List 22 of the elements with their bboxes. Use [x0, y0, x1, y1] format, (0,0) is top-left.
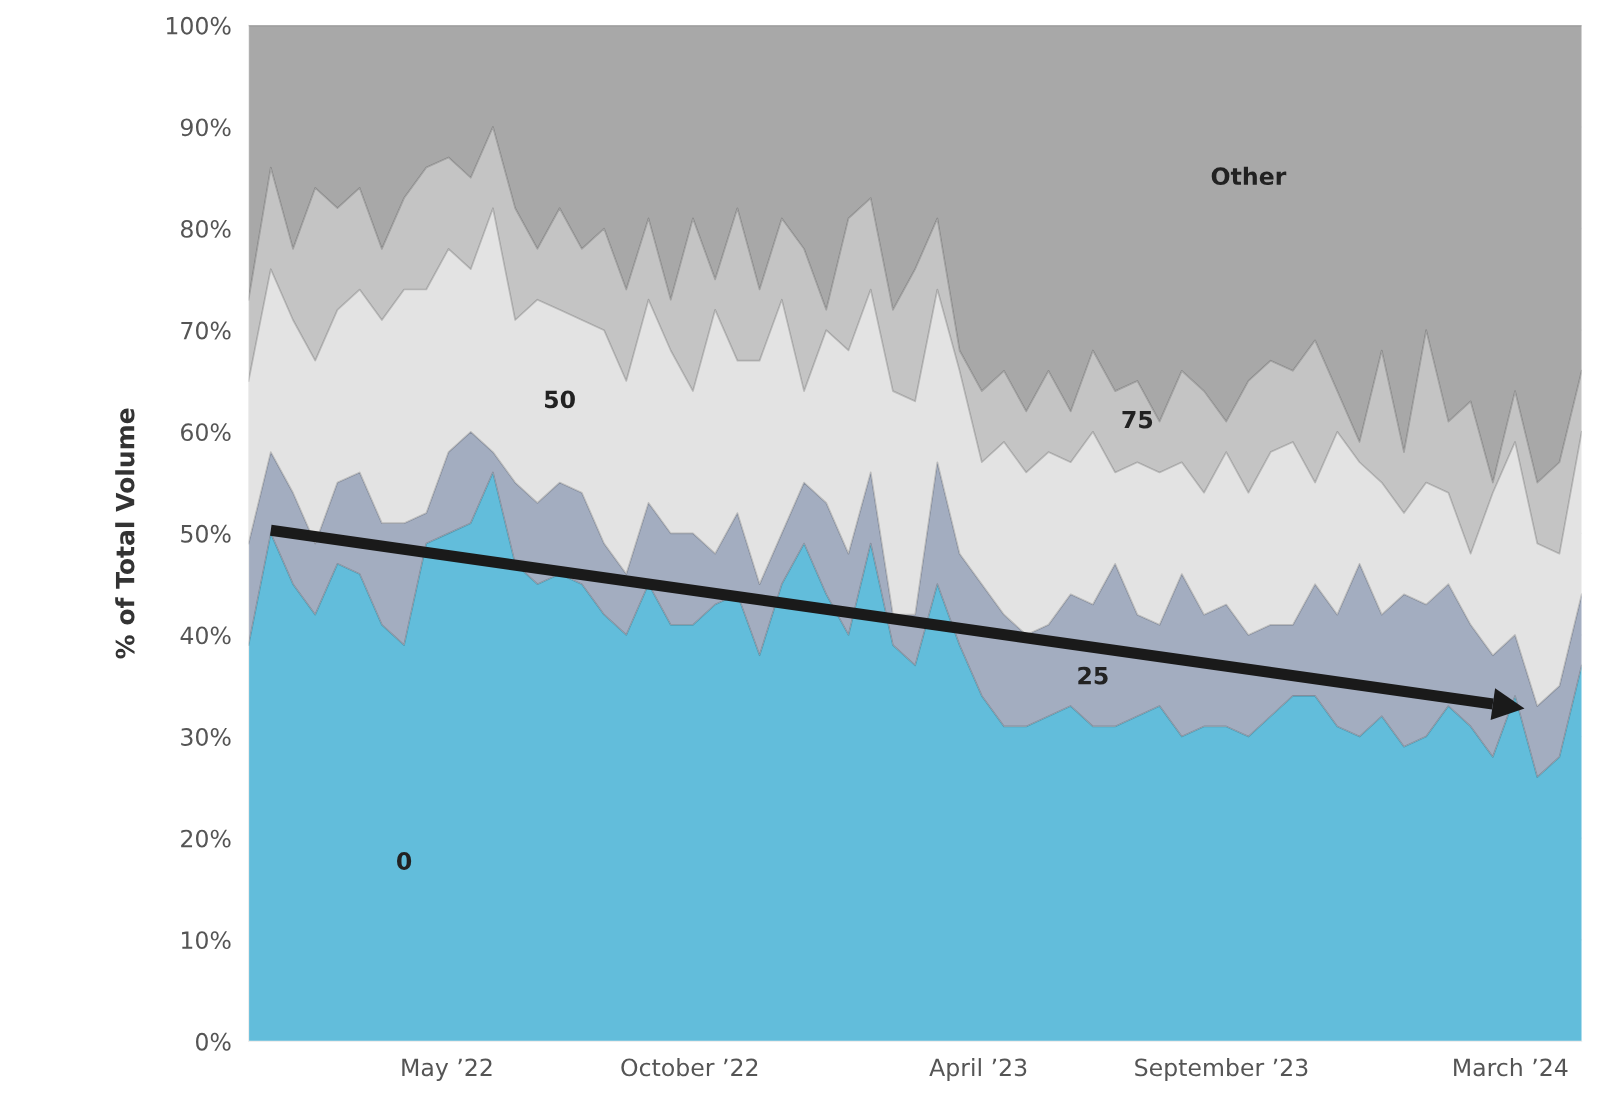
y-tick-label: 60%	[181, 423, 231, 442]
x-tick-label: October ’22	[621, 1058, 758, 1077]
series-label: 50	[545, 390, 575, 409]
x-tick-label: March ’24	[1454, 1058, 1568, 1077]
y-axis-title: % of Total Volume	[115, 408, 135, 659]
y-tick-label: 30%	[181, 728, 231, 746]
y-tick-label: 20%	[181, 829, 231, 848]
y-tick-label: 90%	[180, 118, 231, 137]
x-tick-label: May ’22	[402, 1058, 492, 1081]
y-tick-label: 40%	[180, 626, 231, 645]
y-tick-label: 80%	[181, 220, 231, 238]
y-tick-label: 70%	[181, 321, 231, 340]
y-tick-label: 0%	[195, 1032, 231, 1051]
series-label: Other	[1211, 166, 1287, 186]
x-tick-label: September ’23	[1135, 1058, 1308, 1081]
series-label: 25	[1078, 666, 1108, 685]
x-tick-label: April ’23	[929, 1058, 1027, 1081]
y-tick-label: 100%	[166, 16, 231, 35]
series-label: 0	[397, 852, 412, 870]
y-tick-label: 10%	[182, 931, 231, 950]
series-label: 75	[1122, 410, 1153, 429]
y-tick-label: 50%	[181, 524, 231, 543]
